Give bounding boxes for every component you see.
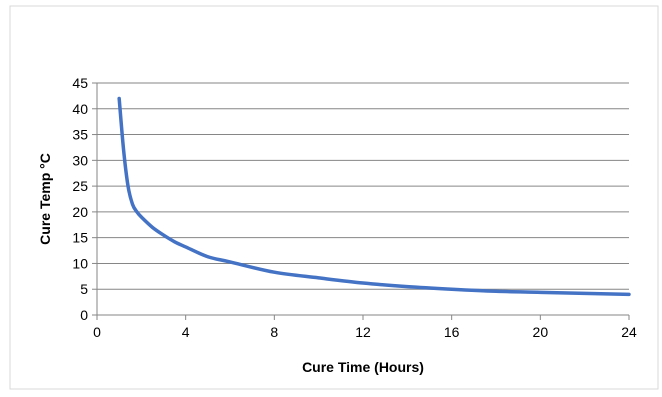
x-tick-label-4: 4 xyxy=(182,324,190,340)
x-tick-label-24: 24 xyxy=(621,324,637,340)
y-tick-label-10: 10 xyxy=(72,255,88,271)
y-tick-label-25: 25 xyxy=(72,178,88,194)
axes xyxy=(92,82,630,320)
x-tick-label-12: 12 xyxy=(355,324,371,340)
x-tick-label-20: 20 xyxy=(533,324,549,340)
series-layer xyxy=(117,96,631,297)
grid-lines xyxy=(97,82,629,290)
y-tick-label-20: 20 xyxy=(72,204,88,220)
y-tick-label-0: 0 xyxy=(80,307,88,323)
y-tick-label-30: 30 xyxy=(72,152,88,168)
x-tick-label-16: 16 xyxy=(444,324,460,340)
series-line-0 xyxy=(117,96,631,297)
y-tick-label-35: 35 xyxy=(72,127,88,143)
chart-area xyxy=(9,5,659,390)
y-tick-labels: 0 5 10 15 20 25 30 35 40 45 xyxy=(72,75,88,323)
y-tick-label-45: 45 xyxy=(72,75,88,91)
y-tick-label-5: 5 xyxy=(80,281,88,297)
y-tick-label-40: 40 xyxy=(72,101,88,117)
x-tick-label-8: 8 xyxy=(270,324,278,340)
y-tick-label-15: 15 xyxy=(72,230,88,246)
y-axis-title: Cure Temp °C xyxy=(37,153,53,245)
x-tick-label-0: 0 xyxy=(93,324,101,340)
x-tick-labels: 0 4 8 12 16 20 24 xyxy=(93,324,637,340)
x-axis-title: Cure Time (Hours) xyxy=(302,359,424,375)
